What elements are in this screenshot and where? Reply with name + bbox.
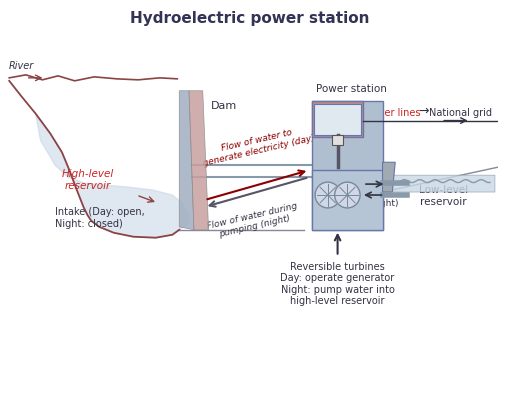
Text: Power station: Power station: [316, 84, 387, 94]
FancyBboxPatch shape: [312, 101, 383, 230]
Polygon shape: [179, 91, 194, 230]
Text: (Day): (Day): [367, 171, 392, 180]
Text: High-level
reservoir: High-level reservoir: [61, 169, 113, 191]
Text: Flow of water to
generate electricity (day): Flow of water to generate electricity (d…: [199, 124, 315, 168]
Text: Intake (Day: open,
Night: closed): Intake (Day: open, Night: closed): [55, 207, 145, 229]
Text: Hydroelectric power station: Hydroelectric power station: [130, 11, 369, 26]
Polygon shape: [36, 114, 189, 238]
Text: National grid: National grid: [429, 107, 492, 118]
FancyBboxPatch shape: [314, 103, 361, 135]
Circle shape: [315, 182, 340, 208]
Polygon shape: [383, 175, 495, 192]
Text: Low-level
reservoir: Low-level reservoir: [419, 185, 468, 207]
Text: Dam: Dam: [210, 101, 237, 111]
FancyBboxPatch shape: [312, 101, 363, 137]
Polygon shape: [383, 162, 395, 192]
Polygon shape: [189, 91, 209, 230]
FancyBboxPatch shape: [332, 135, 343, 145]
Text: →: →: [418, 105, 429, 118]
FancyBboxPatch shape: [312, 170, 383, 230]
Text: River: River: [9, 61, 35, 71]
Text: Power lines: Power lines: [365, 107, 421, 118]
Text: (Night): (Night): [367, 199, 398, 208]
Text: Reversible turbines
Day: operate generator
Night: pump water into
high-level res: Reversible turbines Day: operate generat…: [280, 261, 395, 307]
Circle shape: [335, 182, 360, 208]
Text: Flow of water during
pumping (night): Flow of water during pumping (night): [206, 201, 301, 241]
Text: Generator: Generator: [313, 115, 362, 124]
